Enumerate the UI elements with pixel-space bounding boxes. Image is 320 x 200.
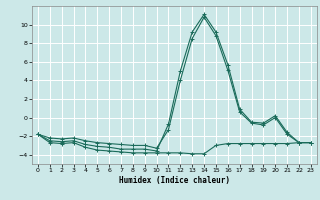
X-axis label: Humidex (Indice chaleur): Humidex (Indice chaleur) <box>119 176 230 185</box>
